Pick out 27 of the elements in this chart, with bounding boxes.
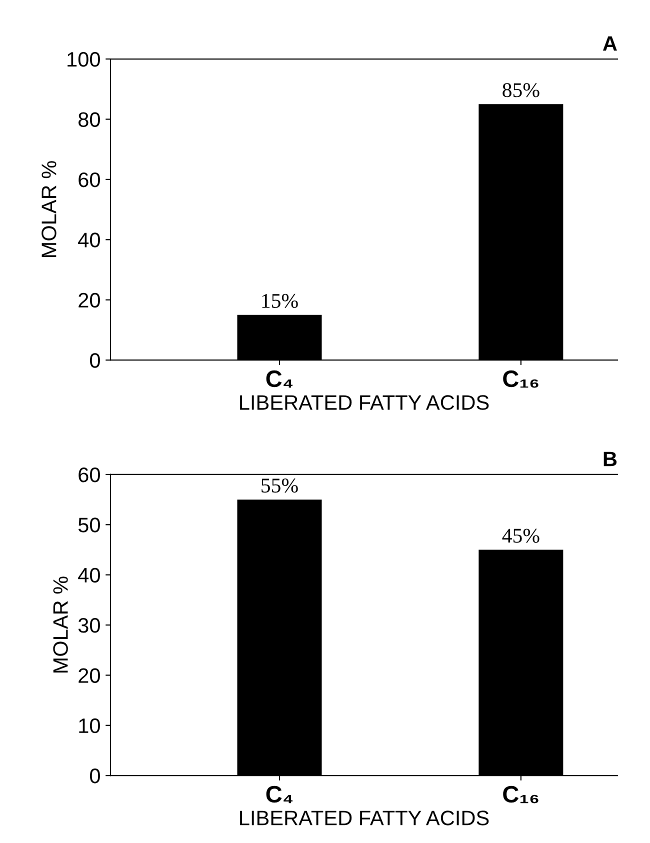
x-axis-title: LIBERATED FATTY ACIDS [240,810,489,826]
x-tick-label: C₄ [266,786,293,804]
y-tick-label: 40 [78,232,100,248]
chart-title: A [602,36,617,51]
y-tick-label: 0 [90,768,100,784]
y-tick-label: 100 [68,52,100,67]
data-label: 85% [502,83,540,98]
x-tick-label: C₄ [266,370,293,388]
y-tick-label: 80 [78,112,100,127]
y-tick-label: 50 [78,518,100,532]
x-tick-label: C₁₆ [503,370,538,388]
y-tick-label: 30 [78,618,100,633]
y-tick-label: 20 [78,292,100,308]
x-tick-label: C₁₆ [503,786,538,804]
y-axis-title: MOLAR % [53,576,68,673]
y-tick-label: 10 [79,718,100,734]
chart-title: B [604,452,617,466]
y-tick-label: 20 [78,668,100,683]
data-label: 55% [262,478,298,493]
data-label: 15% [262,294,298,308]
y-tick-label: 60 [78,467,100,482]
y-tick-label: 40 [78,568,100,583]
y-tick-label: 0 [90,353,100,368]
data-label: 45% [502,528,540,543]
y-tick-label: 60 [78,172,100,188]
x-axis-title: LIBERATED FATTY ACIDS [240,395,489,410]
y-axis-title: MOLAR % [42,161,56,258]
